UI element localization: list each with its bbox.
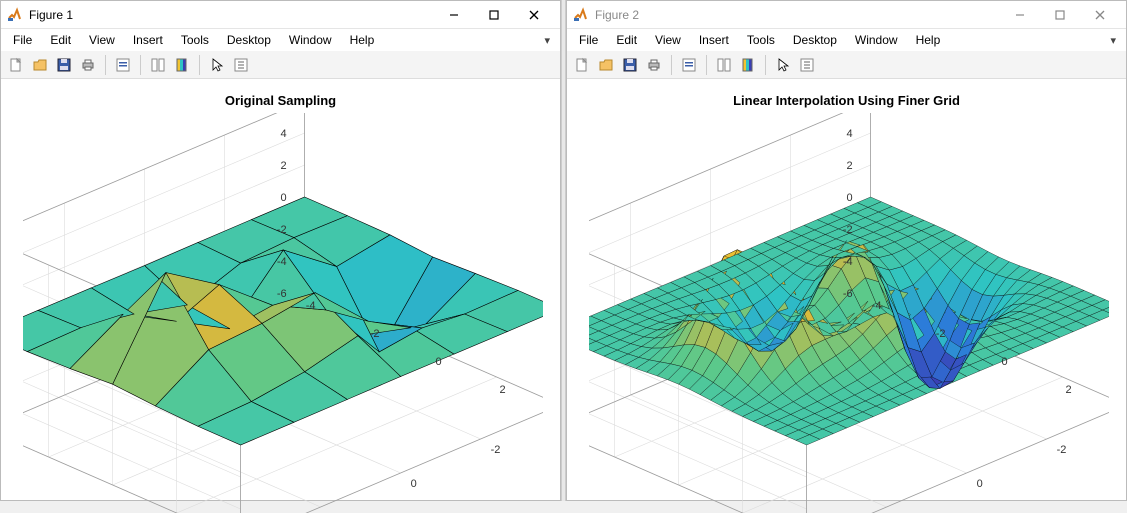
titlebar[interactable]: Figure 1 — [1, 1, 560, 29]
titlebar[interactable]: Figure 2 — [567, 1, 1126, 29]
menu-edit[interactable]: Edit — [42, 31, 79, 49]
pointer-icon[interactable] — [206, 54, 228, 76]
menu-desktop[interactable]: Desktop — [785, 31, 845, 49]
svg-text:-2: -2 — [1057, 444, 1067, 456]
figure-window-1: Figure 1 File Edit View Insert Tools Des… — [0, 0, 561, 501]
plot-area[interactable]: Original Sampling -6-4-20246-4-2024-4-20… — [1, 79, 560, 500]
svg-text:2: 2 — [280, 160, 286, 172]
surface-plot[interactable]: -6-4-20246-4-2024-4-2024 — [589, 113, 1109, 513]
svg-text:0: 0 — [977, 478, 983, 490]
menu-file[interactable]: File — [571, 31, 606, 49]
insert-icon[interactable] — [796, 54, 818, 76]
menubar: File Edit View Insert Tools Desktop Wind… — [1, 29, 560, 51]
menu-window[interactable]: Window — [281, 31, 340, 49]
menu-insert[interactable]: Insert — [125, 31, 171, 49]
menu-file[interactable]: File — [5, 31, 40, 49]
svg-text:-2: -2 — [936, 328, 946, 340]
svg-text:0: 0 — [280, 192, 286, 204]
save-icon[interactable] — [53, 54, 75, 76]
surface-plot[interactable]: -6-4-20246-4-2024-4-2024 — [23, 113, 543, 513]
menu-tools[interactable]: Tools — [173, 31, 217, 49]
menubar: File Edit View Insert Tools Desktop Wind… — [567, 29, 1126, 51]
menu-help[interactable]: Help — [342, 31, 383, 49]
svg-text:-2: -2 — [491, 444, 501, 456]
new-figure-icon[interactable] — [5, 54, 27, 76]
open-icon[interactable] — [595, 54, 617, 76]
svg-text:4: 4 — [846, 128, 852, 140]
window-title: Figure 2 — [595, 8, 1000, 22]
chart-title: Linear Interpolation Using Finer Grid — [567, 93, 1126, 108]
svg-text:0: 0 — [846, 192, 852, 204]
menu-tools[interactable]: Tools — [739, 31, 783, 49]
link-icon[interactable] — [147, 54, 169, 76]
svg-text:-4: -4 — [872, 300, 882, 312]
insert-icon[interactable] — [230, 54, 252, 76]
toolbar — [1, 51, 560, 79]
dock-dropdown-icon[interactable]: ▾ — [538, 34, 556, 47]
figure-window-2: Figure 2 File Edit View Insert Tools Des… — [566, 0, 1127, 501]
svg-text:0: 0 — [411, 478, 417, 490]
plot-area[interactable]: Linear Interpolation Using Finer Grid -6… — [567, 79, 1126, 500]
svg-text:4: 4 — [280, 128, 286, 140]
link-icon[interactable] — [713, 54, 735, 76]
svg-text:-4: -4 — [277, 256, 287, 268]
svg-text:-2: -2 — [843, 224, 853, 236]
matlab-icon — [7, 7, 23, 23]
minimize-button[interactable] — [434, 4, 474, 26]
save-icon[interactable] — [619, 54, 641, 76]
svg-text:0: 0 — [1002, 356, 1008, 368]
svg-text:0: 0 — [436, 356, 442, 368]
close-button[interactable] — [514, 4, 554, 26]
menu-insert[interactable]: Insert — [691, 31, 737, 49]
print-icon[interactable] — [77, 54, 99, 76]
dock-dropdown-icon[interactable]: ▾ — [1104, 34, 1122, 47]
svg-text:2: 2 — [846, 160, 852, 172]
svg-text:2: 2 — [1066, 384, 1072, 396]
new-figure-icon[interactable] — [571, 54, 593, 76]
svg-text:-2: -2 — [370, 328, 380, 340]
data-cursor-icon[interactable] — [112, 54, 134, 76]
menu-view[interactable]: View — [647, 31, 689, 49]
svg-text:-4: -4 — [843, 256, 853, 268]
colorbar-icon[interactable] — [737, 54, 759, 76]
pointer-icon[interactable] — [772, 54, 794, 76]
svg-text:2: 2 — [500, 384, 506, 396]
menu-window[interactable]: Window — [847, 31, 906, 49]
colorbar-icon[interactable] — [171, 54, 193, 76]
minimize-button[interactable] — [1000, 4, 1040, 26]
menu-help[interactable]: Help — [908, 31, 949, 49]
maximize-button[interactable] — [1040, 4, 1080, 26]
menu-edit[interactable]: Edit — [608, 31, 645, 49]
svg-text:-2: -2 — [277, 224, 287, 236]
chart-title: Original Sampling — [1, 93, 560, 108]
toolbar — [567, 51, 1126, 79]
open-icon[interactable] — [29, 54, 51, 76]
maximize-button[interactable] — [474, 4, 514, 26]
matlab-icon — [573, 7, 589, 23]
menu-desktop[interactable]: Desktop — [219, 31, 279, 49]
menu-view[interactable]: View — [81, 31, 123, 49]
svg-text:-4: -4 — [306, 300, 316, 312]
svg-text:-6: -6 — [843, 288, 853, 300]
window-title: Figure 1 — [29, 8, 434, 22]
svg-text:-6: -6 — [277, 288, 287, 300]
close-button[interactable] — [1080, 4, 1120, 26]
print-icon[interactable] — [643, 54, 665, 76]
data-cursor-icon[interactable] — [678, 54, 700, 76]
